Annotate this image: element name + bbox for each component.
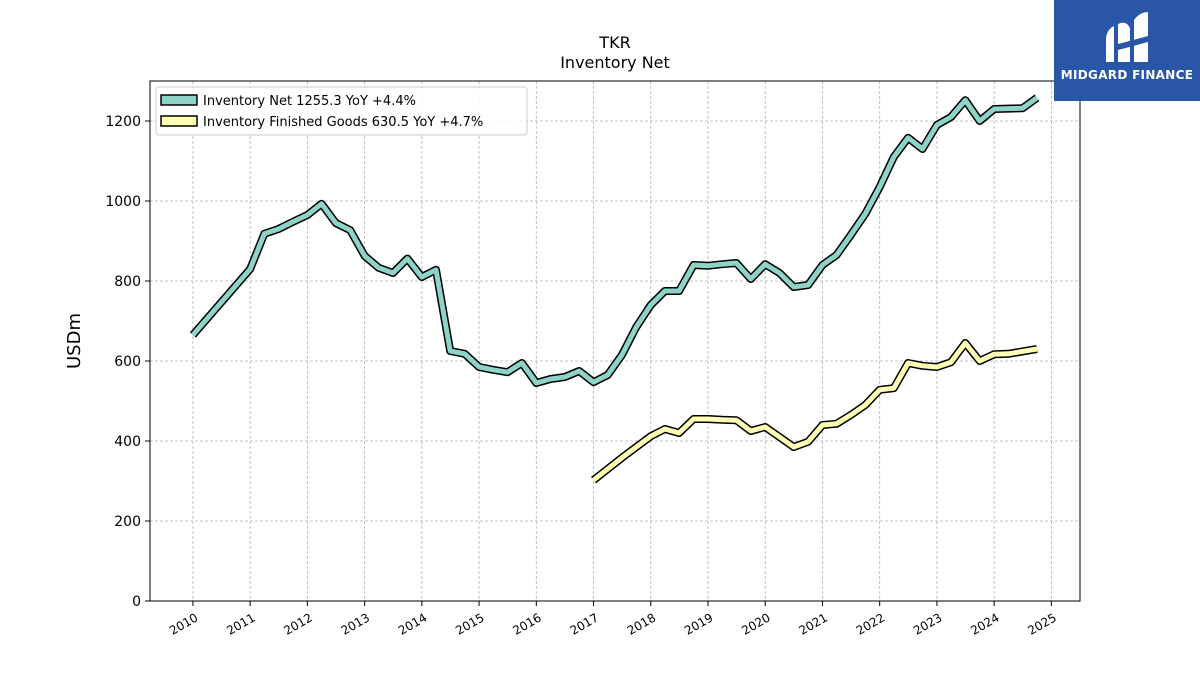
- y-tick-label: 0: [132, 594, 141, 610]
- x-tick-label: 2025: [1025, 610, 1058, 637]
- y-tick-label: 200: [114, 514, 141, 530]
- legend-label: Inventory Net 1255.3 YoY +4.4%: [203, 94, 416, 109]
- x-tick-label: 2013: [339, 610, 372, 637]
- legend-swatch: [160, 94, 198, 106]
- grid-lines: [150, 81, 1080, 602]
- x-tick-label: 2010: [167, 610, 200, 637]
- series-line-2: [591, 340, 1038, 483]
- x-tick-label: 2018: [625, 610, 658, 637]
- y-tick-label: 600: [114, 354, 141, 370]
- y-tick-label: 1000: [105, 194, 141, 210]
- chart-subtitle: Inventory Net: [560, 53, 670, 72]
- series-line-1: [191, 95, 1039, 386]
- x-tick-label: 2020: [739, 610, 772, 637]
- x-tick-label: 2014: [396, 610, 429, 637]
- x-tick-label: 2015: [453, 610, 486, 637]
- series-line-outline-2: [591, 339, 1038, 484]
- x-tick-label: 2022: [854, 610, 887, 637]
- x-tick-label: 2016: [510, 610, 543, 637]
- midgard-finance-logo: MIDGARD FINANCE: [1054, 0, 1200, 101]
- x-tick-label: 2019: [682, 610, 715, 637]
- x-tick-label: 2017: [568, 610, 601, 637]
- y-axis-label: USDm: [64, 313, 85, 369]
- legend-label: Inventory Finished Goods 630.5 YoY +4.7%: [203, 115, 483, 130]
- x-tick-label: 2011: [224, 610, 257, 637]
- y-tick-label: 1200: [105, 114, 141, 130]
- plot-frame: [149, 80, 1081, 602]
- logo-text: MIDGARD FINANCE: [1060, 68, 1194, 82]
- x-tick-label: 2021: [797, 610, 830, 637]
- x-tick-label: 2023: [911, 610, 944, 637]
- legend-swatch: [160, 115, 198, 127]
- y-tick-label: 400: [114, 434, 141, 450]
- y-tick-label: 800: [114, 274, 141, 290]
- x-tick-label: 2012: [281, 610, 314, 637]
- legend: Inventory Net 1255.3 YoY +4.4% Inventory …: [155, 86, 528, 136]
- x-tick-label: 2024: [968, 610, 1001, 637]
- logo-mark-icon: [1106, 12, 1148, 63]
- legend-box: [155, 86, 528, 136]
- chart-title: TKR: [599, 33, 631, 52]
